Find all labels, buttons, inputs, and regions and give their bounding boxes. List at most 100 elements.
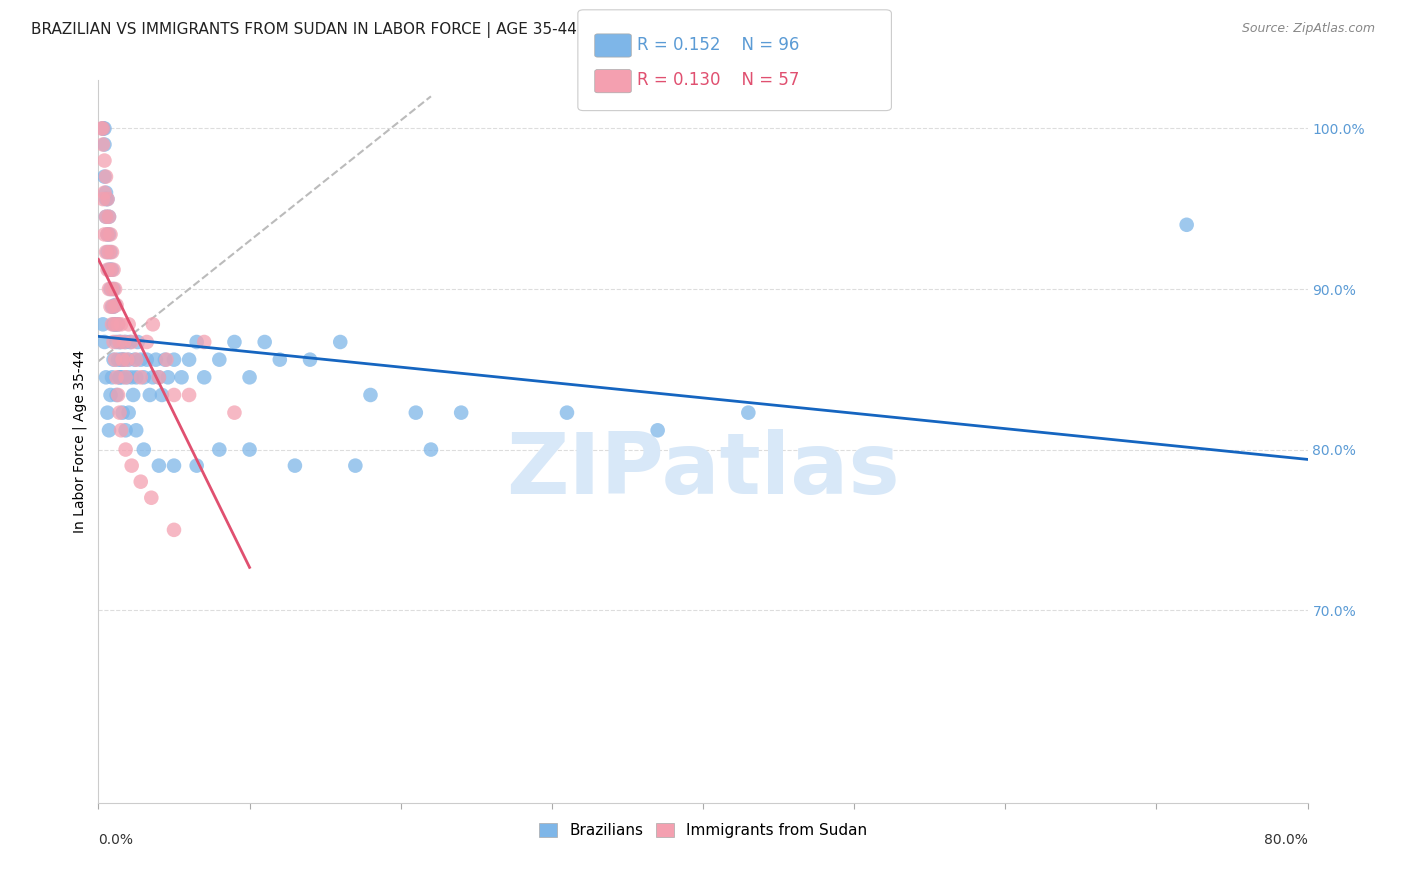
Point xyxy=(186,334,208,349)
Point xyxy=(118,318,141,332)
Point xyxy=(103,334,125,349)
Point xyxy=(135,352,157,367)
Point xyxy=(104,298,127,312)
Point xyxy=(93,153,115,168)
Point xyxy=(239,442,262,457)
Point xyxy=(111,406,134,420)
Point xyxy=(284,458,307,473)
Point xyxy=(269,352,291,367)
Point xyxy=(96,262,118,277)
Point xyxy=(96,227,118,242)
Point xyxy=(105,298,128,312)
Point xyxy=(163,523,186,537)
Point xyxy=(420,442,443,457)
Point xyxy=(127,334,149,349)
Point xyxy=(103,300,125,314)
Point xyxy=(93,137,115,152)
Point xyxy=(121,370,143,384)
Point xyxy=(104,318,127,332)
Point xyxy=(148,370,170,384)
Point xyxy=(98,262,121,277)
Point xyxy=(110,423,132,437)
Point xyxy=(111,370,134,384)
Point xyxy=(93,121,115,136)
Point xyxy=(129,370,152,384)
Point xyxy=(100,300,122,314)
Point xyxy=(129,475,152,489)
Point xyxy=(103,352,125,367)
Point xyxy=(100,388,122,402)
Point xyxy=(118,406,141,420)
Point xyxy=(129,352,152,367)
Point xyxy=(101,262,124,277)
Point xyxy=(450,406,472,420)
Point xyxy=(737,406,759,420)
Point xyxy=(94,169,117,184)
Point xyxy=(114,442,136,457)
Point xyxy=(150,388,173,402)
Point xyxy=(1175,218,1198,232)
Point xyxy=(101,318,124,332)
Point xyxy=(125,423,148,437)
Point xyxy=(125,370,148,384)
Point xyxy=(329,334,352,349)
Point xyxy=(107,352,129,367)
Point xyxy=(142,318,165,332)
Point xyxy=(108,334,131,349)
Point xyxy=(98,245,121,260)
Point xyxy=(110,334,132,349)
Point xyxy=(121,334,143,349)
Point xyxy=(142,370,165,384)
Point xyxy=(156,370,179,384)
Point xyxy=(110,352,132,367)
Point xyxy=(104,282,127,296)
Text: R = 0.152    N = 96: R = 0.152 N = 96 xyxy=(637,36,799,54)
Point xyxy=(100,282,122,296)
Point xyxy=(179,388,201,402)
Point xyxy=(91,318,114,332)
Point xyxy=(111,352,134,367)
Point xyxy=(163,388,186,402)
Point xyxy=(153,352,176,367)
Point xyxy=(94,210,117,224)
Point xyxy=(193,370,215,384)
Point xyxy=(114,334,136,349)
Point xyxy=(107,388,129,402)
Point xyxy=(405,406,427,420)
Point xyxy=(179,352,201,367)
Point xyxy=(122,388,145,402)
Point xyxy=(98,210,121,224)
Point xyxy=(208,352,231,367)
Point xyxy=(208,442,231,457)
Point xyxy=(100,227,122,242)
Point xyxy=(108,406,131,420)
Point xyxy=(103,300,125,314)
Point xyxy=(96,192,118,206)
Point xyxy=(114,370,136,384)
Point xyxy=(141,491,163,505)
Point xyxy=(107,318,129,332)
Point xyxy=(186,458,208,473)
Point xyxy=(101,370,124,384)
Point xyxy=(112,334,135,349)
Point xyxy=(107,318,129,332)
Point xyxy=(125,352,148,367)
Point xyxy=(91,192,114,206)
Point xyxy=(94,245,117,260)
Point xyxy=(98,282,121,296)
Text: BRAZILIAN VS IMMIGRANTS FROM SUDAN IN LABOR FORCE | AGE 35-44 CORRELATION CHART: BRAZILIAN VS IMMIGRANTS FROM SUDAN IN LA… xyxy=(31,22,747,38)
Point xyxy=(93,227,115,242)
Point xyxy=(91,137,114,152)
Point xyxy=(93,169,115,184)
Point xyxy=(253,334,276,349)
Point xyxy=(105,370,128,384)
Text: ZIPatlas: ZIPatlas xyxy=(506,429,900,512)
Point xyxy=(148,370,170,384)
Legend: Brazilians, Immigrants from Sudan: Brazilians, Immigrants from Sudan xyxy=(531,815,875,846)
Y-axis label: In Labor Force | Age 35-44: In Labor Force | Age 35-44 xyxy=(73,350,87,533)
Point xyxy=(299,352,322,367)
Point xyxy=(139,388,162,402)
Point xyxy=(105,388,128,402)
Point xyxy=(108,334,131,349)
Point xyxy=(100,262,122,277)
